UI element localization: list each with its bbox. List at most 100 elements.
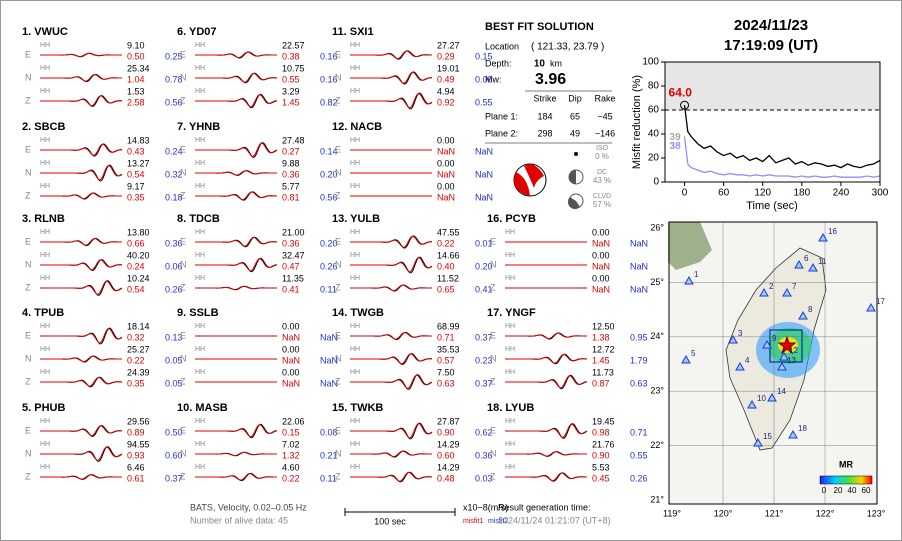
component: N: [180, 72, 187, 82]
misfit1: NaN: [282, 378, 300, 388]
synthetic-waveform: [195, 424, 278, 438]
misfit2: NaN: [630, 284, 648, 294]
station-marker: [777, 361, 787, 371]
channel: HH: [350, 229, 360, 236]
component: N: [490, 448, 497, 458]
lat-tick-label: 24°: [650, 331, 664, 341]
component: N: [335, 353, 342, 363]
synthetic-waveform: [40, 446, 123, 461]
amplitude: 3.29: [282, 86, 300, 96]
component-percent: 0 %: [595, 152, 609, 161]
misfit1: 0.47: [282, 261, 300, 271]
component: E: [180, 144, 186, 154]
misfit1: 0.45: [592, 473, 610, 483]
x-tick-label: 60: [718, 188, 730, 199]
amplitude: 19.01: [437, 63, 460, 73]
misfit-line: [683, 136, 881, 178]
amplitude: 13.80: [127, 227, 150, 237]
misfit2: 1.79: [630, 355, 648, 365]
channel: HH: [195, 160, 205, 167]
channel: HH: [40, 346, 50, 353]
component: E: [490, 425, 496, 435]
component: Z: [335, 190, 341, 200]
channel: HH: [350, 183, 360, 190]
lat-tick-label: 21°: [650, 494, 664, 504]
misfit1: 0.54: [127, 169, 145, 179]
synthetic-waveform: [505, 353, 588, 364]
misfit1: 0.66: [127, 238, 145, 248]
component: N: [180, 167, 187, 177]
misfit2: 0.32: [165, 169, 183, 179]
component: N: [25, 448, 32, 458]
misfit2: 0.36: [165, 238, 183, 248]
amplitude: 21.00: [282, 227, 305, 237]
lon-tick-label: 119°: [663, 508, 681, 518]
amplitude: 0.00: [282, 367, 300, 377]
channel: HH: [40, 275, 50, 282]
misfit2: 0.26: [630, 473, 648, 483]
station-marker: [788, 429, 798, 439]
station-marker: [808, 262, 818, 272]
misfit2: 0.23: [475, 355, 493, 365]
misfit1: 0.32: [127, 332, 145, 342]
mw: 3.96: [535, 71, 566, 88]
plot-frame: [664, 61, 881, 183]
synthetic-waveform: [40, 328, 123, 344]
component: Z: [180, 95, 186, 105]
component: E: [335, 144, 341, 154]
y-axis-label: Misfit reduction (%): [631, 75, 643, 169]
amplitude: 4.94: [437, 86, 455, 96]
plane-value: −45: [597, 111, 612, 121]
station-title: 5. PHUB: [22, 402, 65, 414]
misfit1: 0.36: [282, 238, 300, 248]
component: N: [335, 72, 342, 82]
station-label: 12: [789, 346, 798, 355]
component: Z: [335, 95, 341, 105]
amplitude: 19.45: [592, 416, 615, 426]
station-label: 9: [772, 334, 777, 343]
misfit2: 0.26: [165, 284, 183, 294]
misfit1: 0.38: [282, 51, 300, 61]
component: Z: [25, 95, 31, 105]
channel: HH: [195, 229, 205, 236]
misfit1: 0.40: [437, 261, 455, 271]
component-name: CLVD: [593, 193, 611, 200]
amplitude: 22.06: [282, 416, 305, 426]
colorbar-label: 0: [822, 486, 827, 495]
synthetic-waveform: [505, 375, 588, 389]
synthetic-waveform: [350, 257, 433, 273]
date: 2024/11/23: [734, 17, 808, 34]
dc-icon: [568, 169, 584, 185]
component: Z: [180, 376, 186, 386]
synthetic-waveform: [40, 192, 122, 200]
plane-label: Plane 2:: [485, 128, 518, 138]
misfit2: 0.08: [320, 427, 338, 437]
station-label: 2: [769, 282, 774, 291]
channel: HH: [505, 252, 515, 259]
misfit1: 0.22: [282, 473, 300, 483]
synthetic-waveform: [195, 170, 277, 176]
misfit1: 0.27: [282, 146, 300, 156]
station-label: 4: [745, 356, 750, 365]
channel: HH: [195, 464, 205, 471]
component: E: [180, 330, 186, 340]
colorbar-title: MR: [839, 459, 853, 469]
channel: HH: [40, 88, 50, 95]
misfit2: 0.37: [475, 378, 493, 388]
amplitude: 47.55: [437, 227, 460, 237]
y-tick-label: 0: [653, 177, 659, 188]
component: N: [180, 448, 187, 458]
misfit2: 0.36: [475, 450, 493, 460]
misfit2: 0.06: [165, 261, 183, 271]
misfit2: 0.37: [165, 473, 183, 483]
misfit1: 1.45: [592, 355, 610, 365]
misfit1: 0.49: [437, 74, 455, 84]
beachball: [513, 163, 547, 197]
channel: HH: [195, 323, 205, 330]
misfit1: 1.32: [282, 450, 300, 460]
misfit1: 0.35: [127, 378, 145, 388]
station-marker: [782, 287, 792, 297]
misfit2: 0.78: [165, 74, 183, 84]
misfit2: 0.11: [320, 473, 337, 483]
misfit1: 0.93: [127, 450, 145, 460]
